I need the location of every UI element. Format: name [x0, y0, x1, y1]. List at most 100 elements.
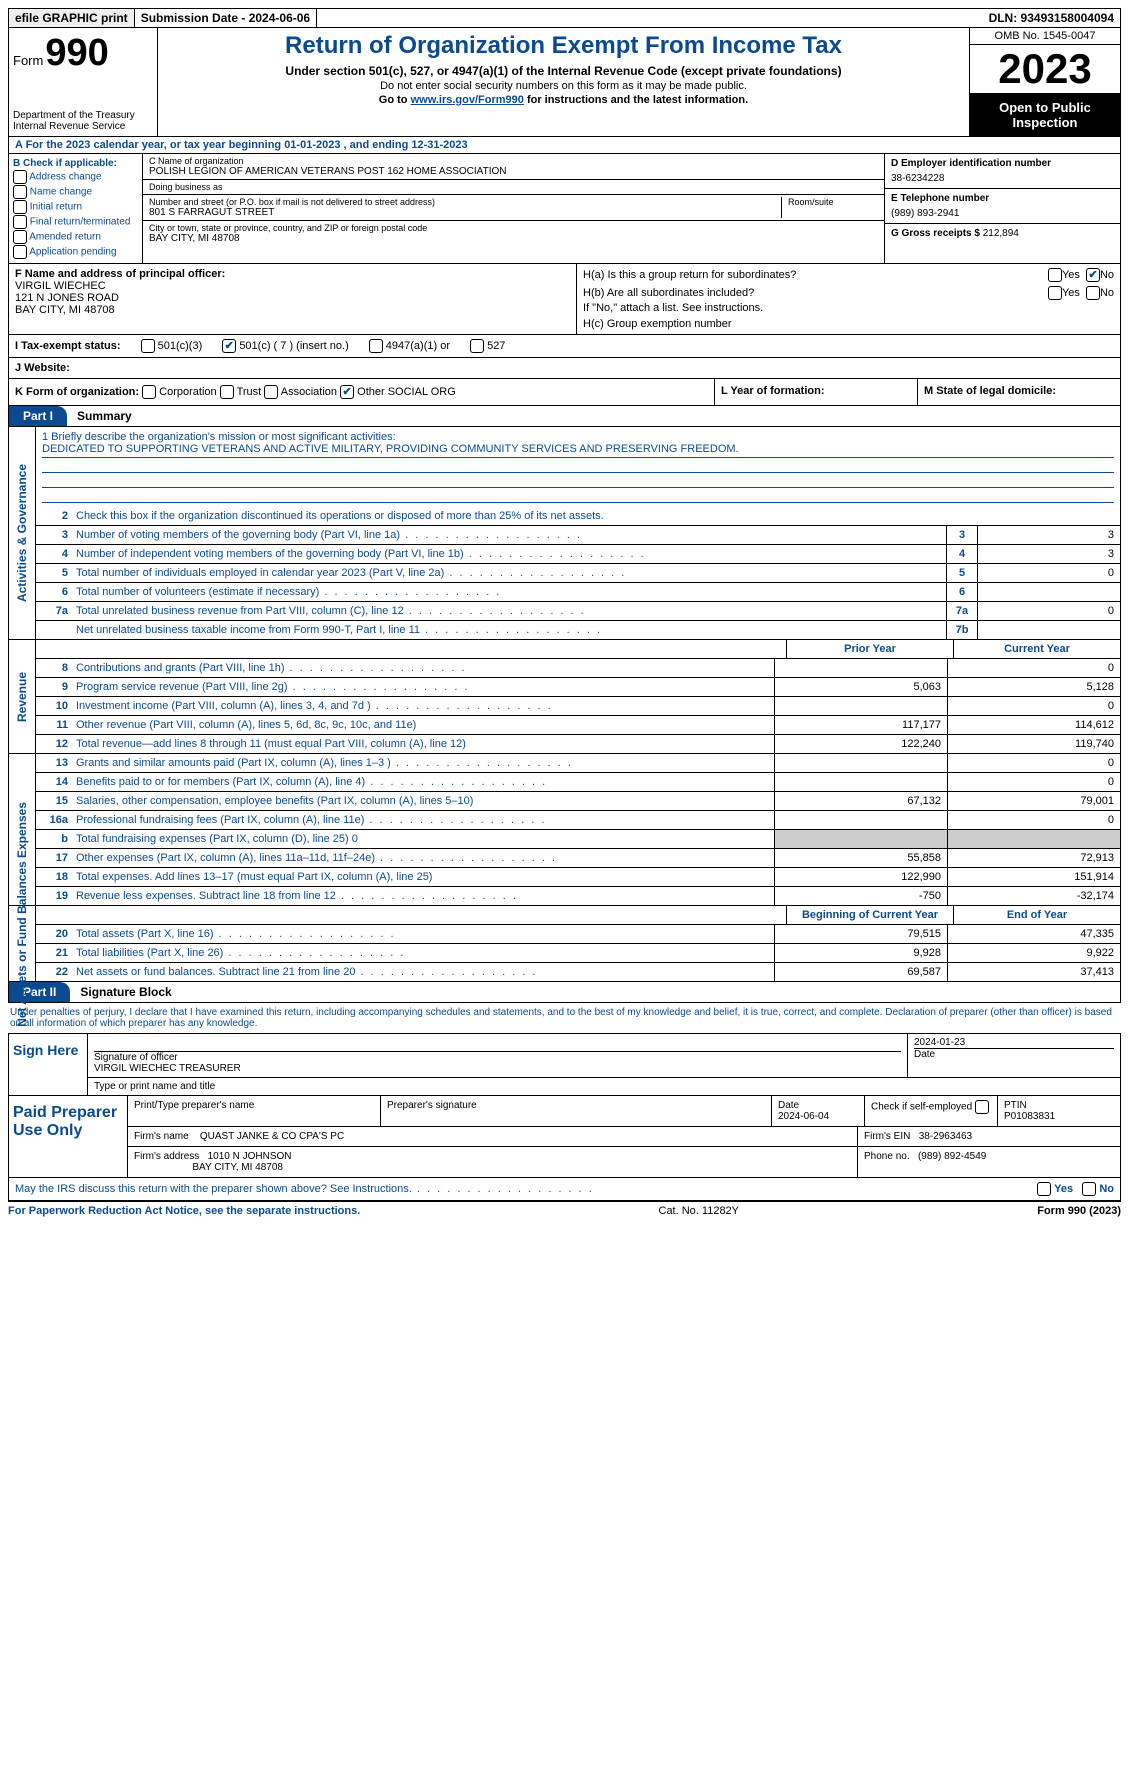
line17-desc: Other expenses (Part IX, column (A), lin… — [72, 849, 774, 867]
irs-link[interactable]: www.irs.gov/Form990 — [411, 94, 524, 106]
self-emp-label: Check if self-employed — [871, 1102, 972, 1113]
checkbox-app-pending[interactable] — [13, 245, 27, 259]
part1-header: Part I Summary — [8, 406, 1121, 427]
firm-phone-label: Phone no. — [864, 1151, 910, 1162]
lbl-initial-return: Initial return — [30, 202, 82, 213]
end-year-hdr: End of Year — [953, 906, 1120, 924]
line18-desc: Total expenses. Add lines 13–17 (must eq… — [72, 868, 774, 886]
cb-501c3[interactable] — [141, 339, 155, 353]
goto-pre: Go to — [379, 94, 411, 106]
top-bar: efile GRAPHIC print Submission Date - 20… — [8, 8, 1121, 28]
line16a-prior — [774, 811, 947, 829]
form-label: Form — [13, 53, 43, 68]
section-governance: Activities & Governance 1 Briefly descri… — [8, 427, 1121, 640]
checkbox-amended-return[interactable] — [13, 230, 27, 244]
begin-year-hdr: Beginning of Current Year — [786, 906, 953, 924]
sign-here-label: Sign Here — [9, 1034, 88, 1095]
line13-curr: 0 — [947, 754, 1120, 772]
line11-curr: 114,612 — [947, 716, 1120, 734]
firm-phone: (989) 892-4549 — [918, 1151, 986, 1162]
right-info-col: D Employer identification number 38-6234… — [884, 154, 1120, 263]
form-header: Form 990 Department of the Treasury Inte… — [8, 28, 1121, 137]
street-address: 801 S FARRAGUT STREET — [149, 207, 775, 218]
cb-assoc[interactable] — [264, 385, 278, 399]
line19-prior: -750 — [774, 887, 947, 905]
discuss-row: May the IRS discuss this return with the… — [8, 1178, 1121, 1201]
discuss-no[interactable] — [1082, 1182, 1096, 1196]
org-name-label: C Name of organization — [149, 156, 878, 166]
form-title: Return of Organization Exempt From Incom… — [162, 32, 965, 60]
box-b: B Check if applicable: Address change Na… — [9, 154, 143, 263]
lbl-name-change: Name change — [30, 187, 92, 198]
line5-desc: Total number of individuals employed in … — [72, 564, 946, 582]
prior-year-hdr: Prior Year — [786, 640, 953, 658]
part2-label: Signature Block — [70, 985, 171, 999]
identity-block: B Check if applicable: Address change Na… — [8, 154, 1121, 264]
line7b-val — [977, 621, 1120, 639]
firm-name-label: Firm's name — [134, 1131, 189, 1142]
firm-addr1: 1010 N JOHNSON — [208, 1151, 292, 1162]
part2-header: Part II Signature Block — [8, 982, 1121, 1003]
perjury-statement: Under penalties of perjury, I declare th… — [8, 1003, 1121, 1034]
cb-corp[interactable] — [142, 385, 156, 399]
lbl-assoc: Association — [281, 386, 337, 398]
prep-name-label: Print/Type preparer's name — [128, 1096, 381, 1126]
line2-desc: Check this box if the organization disco… — [72, 507, 1120, 525]
cb-527[interactable] — [470, 339, 484, 353]
checkbox-initial-return[interactable] — [13, 200, 27, 214]
cb-other[interactable] — [340, 385, 354, 399]
checkbox-address-change[interactable] — [13, 170, 27, 184]
cb-4947[interactable] — [369, 339, 383, 353]
section-revenue: Revenue Prior YearCurrent Year 8Contribu… — [8, 640, 1121, 754]
line21-prior: 9,928 — [774, 944, 947, 962]
section-expenses: Expenses 13Grants and similar amounts pa… — [8, 754, 1121, 906]
dln: DLN: 93493158004094 — [983, 9, 1120, 27]
website-row: J Website: — [8, 358, 1121, 379]
checkbox-final-return[interactable] — [13, 215, 27, 229]
net-side-label: Net Assets or Fund Balances — [15, 861, 29, 1027]
hb-note: If "No," attach a list. See instructions… — [583, 302, 1114, 314]
mission-text: DEDICATED TO SUPPORTING VETERANS AND ACT… — [42, 443, 1114, 458]
line10-desc: Investment income (Part VIII, column (A)… — [72, 697, 774, 715]
line20-desc: Total assets (Part X, line 16) — [72, 925, 774, 943]
m-label: M State of legal domicile: — [924, 385, 1056, 397]
discuss-text: May the IRS discuss this return with the… — [15, 1183, 594, 1195]
line4-desc: Number of independent voting members of … — [72, 545, 946, 563]
officer-addr2: BAY CITY, MI 48708 — [15, 304, 115, 316]
line14-curr: 0 — [947, 773, 1120, 791]
discuss-yes[interactable] — [1037, 1182, 1051, 1196]
section-net-assets: Net Assets or Fund Balances Beginning of… — [8, 906, 1121, 982]
line20-curr: 47,335 — [947, 925, 1120, 943]
tax-year: 2023 — [970, 45, 1120, 94]
cb-501c[interactable] — [222, 339, 236, 353]
ein-label: D Employer identification number — [891, 158, 1114, 169]
cb-trust[interactable] — [220, 385, 234, 399]
cb-self-employed[interactable] — [975, 1100, 989, 1114]
line8-prior — [774, 659, 947, 677]
ha-no[interactable] — [1086, 268, 1100, 282]
ptin-label: PTIN — [1004, 1100, 1027, 1111]
line3-val: 3 — [977, 526, 1120, 544]
gross-receipts-value: 212,894 — [983, 228, 1019, 239]
prep-sig-label: Preparer's signature — [381, 1096, 772, 1126]
lbl-pending: Application pending — [29, 247, 116, 258]
ha-yes[interactable] — [1048, 268, 1062, 282]
firm-addr2: BAY CITY, MI 48708 — [192, 1162, 283, 1173]
form-note-ssn: Do not enter social security numbers on … — [162, 80, 965, 92]
k-label: K Form of organization: — [15, 386, 139, 398]
line8-curr: 0 — [947, 659, 1120, 677]
line3-desc: Number of voting members of the governin… — [72, 526, 946, 544]
efile-print-button[interactable]: efile GRAPHIC print — [9, 9, 135, 27]
line16a-curr: 0 — [947, 811, 1120, 829]
part1-label: Summary — [67, 409, 132, 423]
lbl-amended: Amended return — [29, 232, 101, 243]
lbl-527: 527 — [487, 340, 505, 352]
checkbox-name-change[interactable] — [13, 185, 27, 199]
line20-prior: 79,515 — [774, 925, 947, 943]
officer-signature-line[interactable] — [94, 1037, 901, 1052]
line15-desc: Salaries, other compensation, employee b… — [72, 792, 774, 810]
hb-yes[interactable] — [1048, 286, 1062, 300]
line22-prior: 69,587 — [774, 963, 947, 981]
hb-no[interactable] — [1086, 286, 1100, 300]
line9-curr: 5,128 — [947, 678, 1120, 696]
